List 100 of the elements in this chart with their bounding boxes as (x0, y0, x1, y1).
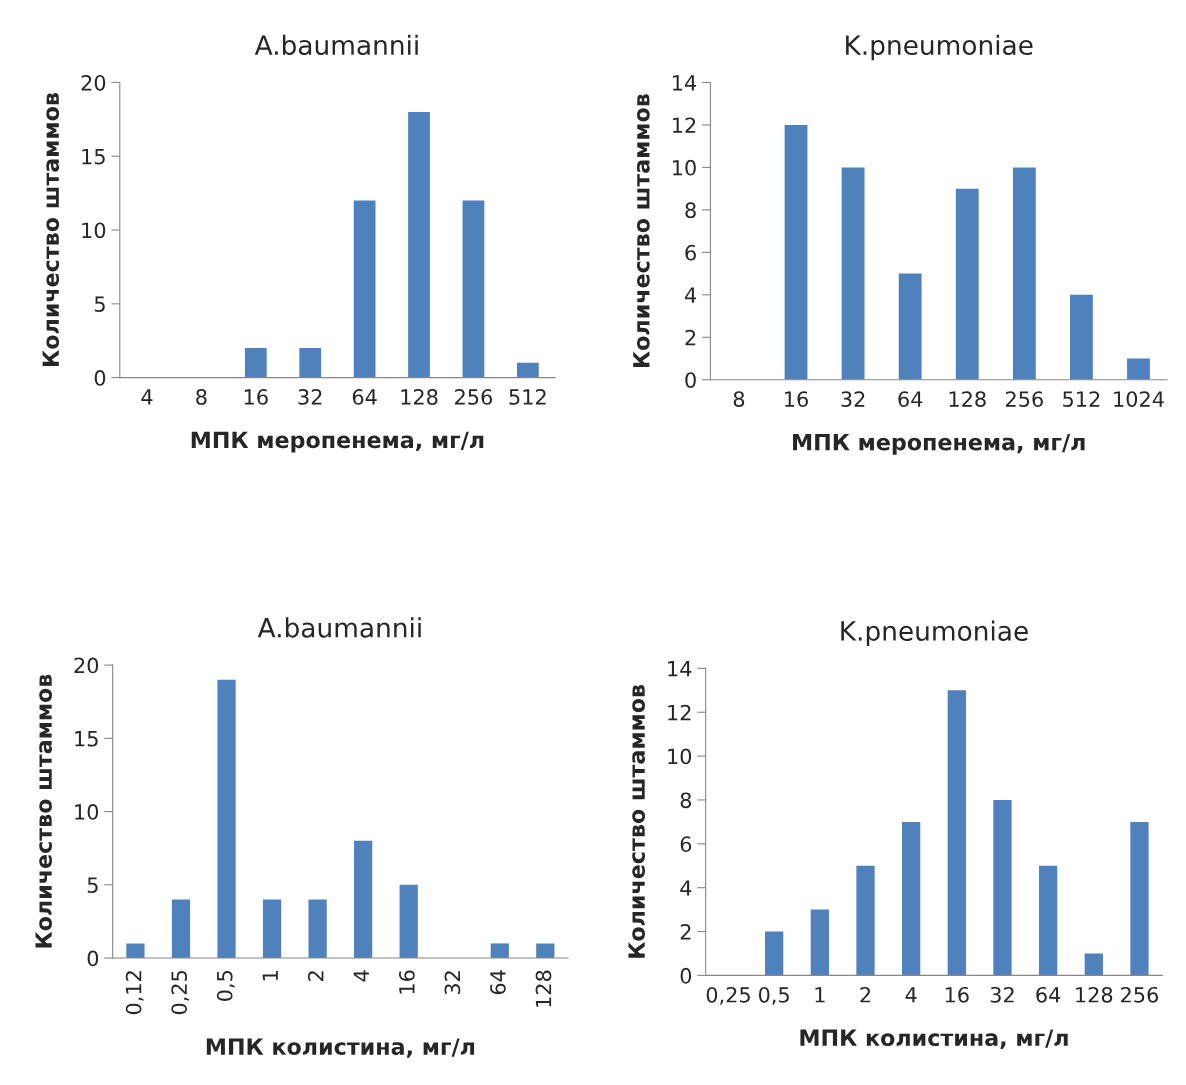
bar (1130, 821, 1149, 976)
x-tick-label: 64 (898, 391, 923, 407)
bar (1012, 167, 1036, 380)
x-tick-label: 16 (244, 389, 268, 405)
x-tick-label: 32 (444, 971, 461, 995)
x-tick-label: 512 (509, 389, 546, 405)
x-tick-label: 64 (1036, 986, 1061, 1003)
bar (784, 124, 808, 380)
y-tick-label: 10 (82, 222, 106, 239)
y-tick-label: 6 (680, 836, 692, 853)
x-tick-label: 0,5 (758, 986, 789, 1005)
y-tick-label: 0 (685, 372, 696, 388)
bar (408, 111, 430, 378)
y-tick-label: 15 (75, 731, 98, 747)
bar (308, 899, 327, 959)
y-tick-label: 4 (680, 880, 692, 896)
x-tick-label: 16 (785, 391, 808, 407)
bar (244, 348, 267, 378)
bar (993, 799, 1012, 976)
bar (810, 909, 829, 976)
x-tick-label: 64 (352, 389, 377, 405)
x-tick-label: 128 (1076, 986, 1113, 1003)
y-tick-label: 5 (87, 877, 98, 894)
x-axis-title: МПК колистина, мг/л (800, 1029, 1068, 1049)
bar (171, 899, 191, 959)
y-tick-label: 14 (668, 661, 692, 677)
y-axis-title: Количество штаммов (42, 93, 60, 366)
x-tick-label: 128 (401, 389, 438, 405)
y-tick-label: 2 (685, 329, 696, 346)
chart-title: A.baumannii (257, 617, 421, 638)
x-tick-label: 0,5 (216, 970, 235, 1001)
y-tick-label: 20 (74, 657, 99, 674)
bar (462, 200, 485, 378)
bar (490, 943, 509, 959)
bar (536, 943, 555, 959)
x-tick-label: 4 (141, 389, 153, 405)
x-tick-label: 2 (860, 986, 871, 1003)
bar (765, 931, 784, 976)
bar (353, 200, 376, 378)
bar (126, 943, 145, 959)
bar (399, 884, 418, 959)
y-tick-label: 0 (94, 370, 106, 386)
x-axis-title: МПК меропенема, мг/л (191, 431, 484, 453)
x-tick-label: 0,25 (171, 970, 190, 1015)
bar (841, 167, 865, 380)
x-tick-label: 128 (535, 970, 552, 1007)
x-tick-label: 256 (1005, 391, 1043, 407)
y-tick-label: 10 (668, 748, 692, 765)
y-tick-label: 15 (82, 148, 105, 165)
x-tick-label: 4 (905, 987, 917, 1003)
bar (856, 865, 875, 976)
y-tick-label: 8 (685, 202, 696, 219)
x-tick-label: 8 (196, 389, 207, 405)
x-tick-label: 2 (307, 971, 324, 981)
x-tick-label: 16 (945, 986, 969, 1003)
x-tick-label: 8 (733, 391, 745, 407)
x-tick-label: 0,25 (706, 986, 750, 1005)
y-tick-label: 10 (673, 159, 696, 176)
x-tick-label: 16 (398, 970, 415, 994)
bar (902, 821, 921, 976)
bar (955, 188, 979, 380)
bar (1039, 865, 1058, 976)
x-tick-label: 256 (1121, 986, 1159, 1003)
bar (354, 840, 373, 959)
y-tick-label: 6 (685, 244, 696, 261)
bar (516, 362, 539, 378)
x-tick-label: 32 (990, 986, 1014, 1003)
y-tick-label: 5 (94, 296, 105, 313)
y-tick-label: 12 (668, 704, 691, 721)
x-tick-label: 512 (1063, 391, 1100, 407)
x-tick-label: 1024 (1114, 391, 1164, 407)
y-axis-title: Количество штаммов (633, 94, 650, 367)
x-tick-label: 32 (841, 391, 865, 407)
bar (898, 273, 922, 380)
y-axis-title: Количество штаммов (628, 684, 645, 958)
y-tick-label: 4 (684, 287, 697, 303)
bar (299, 348, 322, 378)
y-tick-label: 0 (87, 950, 99, 967)
x-axis-title: МПК колистина, мг/л (206, 1038, 475, 1058)
x-tick-label: 4 (353, 970, 369, 982)
y-tick-label: 14 (673, 75, 697, 91)
x-tick-label: 64 (490, 970, 506, 995)
bar (1084, 953, 1103, 976)
y-tick-label: 20 (81, 74, 106, 91)
y-tick-label: 12 (673, 117, 696, 133)
bar (217, 679, 236, 959)
chart-title: K.pneumoniae (841, 620, 1028, 647)
x-axis-title: МПК меропенема, мг/л (793, 433, 1085, 455)
x-tick-label: 32 (298, 389, 322, 405)
x-tick-label: 0,12 (125, 971, 144, 1015)
y-axis-title: Количество штаммов (35, 674, 52, 948)
x-tick-label: 128 (949, 391, 986, 407)
bar (1127, 358, 1150, 380)
x-tick-label: 1 (262, 971, 278, 981)
x-tick-label: 256 (455, 389, 493, 405)
bar (262, 899, 282, 959)
chart-title: K.pneumoniae (846, 34, 1033, 61)
y-tick-label: 8 (680, 792, 692, 809)
bar (947, 690, 966, 976)
y-tick-label: 10 (75, 804, 99, 820)
